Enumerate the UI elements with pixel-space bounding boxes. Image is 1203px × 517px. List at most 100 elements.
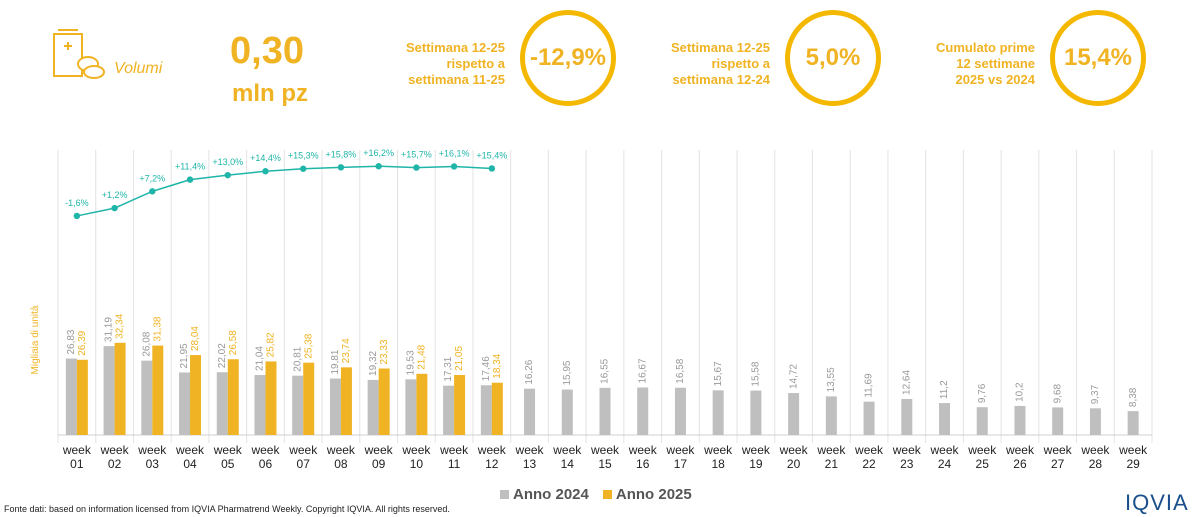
- line-label: +15,3%: [288, 151, 319, 161]
- bar: [340, 367, 352, 435]
- bar-label: 20,81: [292, 346, 303, 371]
- line-point: [300, 165, 307, 172]
- comparison-line: Cumulato prime: [936, 40, 1035, 55]
- bar-label: 10,2: [1015, 382, 1026, 402]
- x-tick-label: week 29: [1119, 443, 1148, 471]
- x-tick-label: week 06: [251, 443, 280, 471]
- line-point: [186, 176, 194, 183]
- x-tick-label: week 24: [930, 443, 959, 471]
- comparison-circle: -12,9%: [520, 10, 616, 106]
- line-label: +15,4%: [476, 150, 507, 160]
- bar-label: 17,31: [443, 356, 454, 381]
- line-point: [337, 164, 345, 171]
- line-label: +16,2%: [363, 148, 394, 158]
- line-label: +7,2%: [139, 173, 165, 183]
- bar-label: 19,81: [330, 349, 341, 374]
- source: Fonte dati: based on information license…: [4, 504, 450, 514]
- x-tick-label: week 16: [628, 443, 657, 471]
- x-tick-label: week 05: [213, 443, 242, 471]
- bar: [114, 342, 126, 435]
- line-label: +15,7%: [401, 150, 432, 160]
- bar: [405, 379, 417, 435]
- x-tick-label: week 17: [666, 443, 695, 471]
- bar: [329, 378, 341, 435]
- bar-label: 18,34: [492, 353, 503, 378]
- legend-swatch: [500, 490, 509, 499]
- bar-label: 16,55: [600, 358, 611, 383]
- bar: [227, 359, 239, 435]
- bar-label: 26,58: [228, 330, 239, 355]
- line-label: +1,2%: [102, 190, 128, 200]
- bar-label: 8,38: [1128, 387, 1139, 407]
- line-label: +11,4%: [175, 162, 205, 172]
- bar: [480, 385, 492, 435]
- line-point: [375, 163, 382, 170]
- y-axis-label: Migliaia di unità: [30, 305, 41, 374]
- bar: [179, 372, 191, 435]
- bar-label: 31,38: [152, 316, 163, 341]
- x-tick-label: week 20: [779, 443, 808, 471]
- bar: [103, 346, 115, 435]
- comparison-circle: 5,0%: [785, 10, 881, 106]
- bar: [303, 362, 315, 435]
- x-tick-label: week 25: [968, 443, 997, 471]
- kpi-unit: mln pz: [232, 80, 308, 107]
- legend-text: Anno 2025: [615, 486, 692, 503]
- bar-label: 19,53: [406, 350, 417, 375]
- x-tick-label: week 07: [289, 443, 318, 471]
- line-point: [450, 163, 458, 170]
- comparison-line: settimana 11-25: [408, 72, 505, 87]
- x-tick-label: week 01: [62, 443, 91, 471]
- bar-label: 26,39: [77, 330, 88, 355]
- comparison-line: rispetto a: [446, 56, 505, 71]
- bar: [190, 355, 202, 435]
- bar-label: 14,72: [788, 364, 799, 389]
- bar-label: 19,32: [368, 350, 379, 375]
- bar: [1052, 407, 1064, 435]
- bar-label: 25,38: [303, 333, 314, 358]
- bar: [976, 407, 988, 435]
- logo: IQVIA: [1125, 490, 1189, 515]
- line-label: +15,8%: [326, 149, 357, 159]
- line-label: +14,4%: [250, 153, 281, 163]
- x-tick-label: week 04: [176, 443, 205, 471]
- x-tick-label: week 10: [402, 443, 431, 471]
- icon: [53, 29, 105, 79]
- bar: [76, 359, 88, 435]
- bar-label: 32,34: [115, 313, 126, 338]
- legend-item: Anno 2024: [500, 486, 589, 503]
- kpi-label: Volumi: [114, 60, 163, 77]
- bar-label: 11,69: [864, 373, 875, 398]
- bar: [1089, 408, 1101, 435]
- bar-label: 31,19: [104, 317, 115, 342]
- comparison-line: Settimana 12-25: [671, 40, 770, 55]
- x-tick-label: week 27: [1043, 443, 1072, 471]
- line-point: [488, 165, 496, 172]
- bar: [292, 375, 304, 435]
- bar-label: 11,2: [939, 380, 950, 399]
- bar-label: 9,37: [1090, 384, 1101, 404]
- x-tick-label: week 12: [477, 443, 506, 471]
- bar: [1127, 411, 1139, 435]
- line-point: [224, 171, 231, 179]
- bar-label: 22,02: [217, 343, 228, 368]
- x-tick-label: week 18: [704, 443, 733, 471]
- bar: [367, 379, 379, 435]
- line-point: [149, 188, 156, 195]
- line: [76, 165, 492, 217]
- bar-label: 21,95: [179, 343, 190, 368]
- legend-text: Anno 2024: [513, 486, 589, 503]
- bar: [750, 390, 762, 435]
- bar-label: 9,76: [977, 383, 988, 403]
- comparison-line: Settimana 12-25: [406, 40, 505, 55]
- bar: [254, 375, 266, 435]
- bar-label: 21,04: [255, 346, 266, 371]
- bar: [1014, 405, 1026, 435]
- line-point: [73, 212, 81, 220]
- bar: [152, 345, 164, 435]
- bar: [788, 393, 800, 435]
- bar-label: 15,58: [751, 361, 762, 386]
- comparison-circle: 15,4%: [1050, 10, 1146, 106]
